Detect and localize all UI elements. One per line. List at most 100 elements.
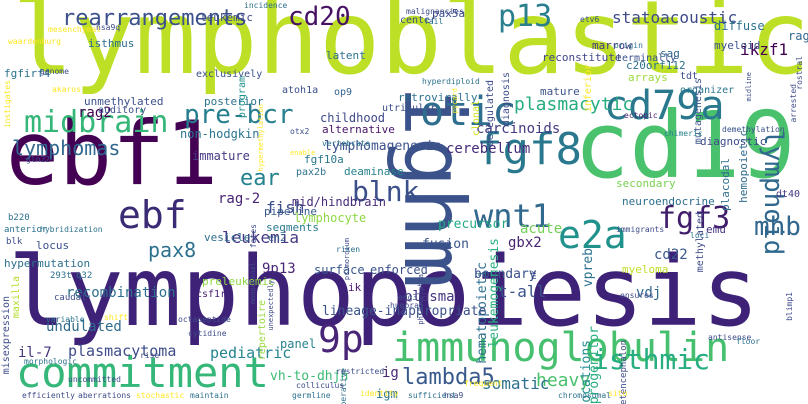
word: organizer	[680, 85, 735, 96]
word: somatic	[482, 374, 550, 393]
word: vpreb	[581, 248, 596, 288]
word: fusion	[422, 237, 469, 252]
word: midline	[745, 72, 753, 102]
word: hsa9q	[96, 23, 121, 32]
word: variable	[46, 315, 85, 324]
word: lymphoblastic	[12, 0, 808, 98]
word: diffuse	[714, 19, 765, 33]
word: igm	[376, 387, 398, 401]
word: isthmic	[592, 343, 711, 376]
word: exclusively	[196, 69, 263, 80]
word: leukemogenesis	[487, 238, 502, 348]
word: recombination	[66, 285, 176, 301]
word: pycard	[451, 88, 459, 114]
word: heavy	[536, 370, 591, 391]
word: cd79a	[604, 83, 725, 129]
word: maxilla	[11, 276, 22, 319]
word: ikzf1	[740, 40, 789, 59]
word: precursor	[438, 217, 509, 232]
word: rag-2	[218, 191, 261, 207]
word: stochastic	[136, 391, 185, 400]
word: caudal	[54, 293, 87, 303]
word: wnt1	[474, 197, 552, 235]
word: vesicle	[204, 231, 251, 244]
word: mature	[540, 85, 580, 98]
word: plasmacytic	[514, 94, 634, 115]
word: panel	[280, 337, 317, 351]
word: mhb	[754, 212, 801, 242]
word: en2	[268, 233, 287, 244]
word: boundary	[474, 267, 537, 282]
word: auditory	[98, 105, 147, 116]
word: primordium	[343, 238, 351, 281]
word: fgf8	[476, 124, 582, 175]
word: lymphomagenesis	[324, 139, 442, 154]
word: clonal	[471, 100, 482, 137]
word: aberrations	[78, 391, 131, 400]
word: misexpression	[1, 296, 12, 375]
word: diagnosis	[501, 72, 512, 127]
word: immigrants	[616, 225, 665, 234]
word: emu	[706, 223, 726, 236]
word: e2a	[558, 213, 627, 257]
word: lineage-inappropriate	[322, 304, 487, 319]
word: etv6	[580, 15, 600, 24]
word: methylated	[695, 212, 706, 273]
word: lymphopoiesis	[8, 236, 760, 348]
word: enable	[290, 149, 316, 157]
word: pax2b	[296, 167, 327, 178]
word: enforced	[370, 263, 428, 277]
word: program	[237, 76, 248, 119]
word: t-all	[498, 282, 547, 301]
word: loci	[690, 231, 710, 240]
word: immature	[192, 149, 250, 163]
word: ig	[382, 365, 399, 381]
word: inferior	[583, 64, 594, 113]
word: cytidine	[188, 329, 227, 338]
word: undulated	[46, 319, 122, 335]
word: rearrangements	[62, 6, 248, 31]
word: carcinoids	[476, 121, 561, 137]
word: malignancies	[406, 7, 464, 16]
word: diagnostic	[700, 135, 767, 148]
word: 293t	[50, 271, 72, 281]
word: arrested	[789, 84, 798, 123]
word: vh-to-dhjh	[270, 369, 349, 384]
word: hypermutation	[4, 257, 91, 270]
word: hybridization	[40, 225, 103, 234]
word: ik	[348, 281, 362, 294]
word: pax8	[148, 238, 197, 262]
word: childhood	[320, 111, 386, 125]
word: efficiently	[22, 391, 75, 400]
word: sag	[660, 47, 680, 60]
word: origin	[614, 41, 643, 50]
word: mesenchymal	[48, 25, 101, 34]
word: il-7	[18, 345, 52, 361]
word: colliculus	[296, 381, 345, 390]
word: demethylation	[722, 125, 785, 134]
word: rise	[140, 351, 160, 360]
word: humoral	[390, 301, 424, 310]
word: plasmacytoma	[68, 342, 177, 360]
word: c20orf112	[626, 59, 686, 72]
word: blnk	[352, 175, 420, 208]
word: myeloid	[714, 39, 761, 52]
word: posterior	[204, 95, 264, 108]
word: tdt	[680, 71, 699, 82]
word: ebf	[118, 193, 187, 237]
word: akaros	[52, 85, 81, 94]
word: dt40	[776, 189, 801, 200]
word: waardenburg	[8, 37, 61, 46]
word: placodal	[719, 158, 732, 211]
word: commitment	[16, 348, 269, 397]
word: non-hodgkin	[180, 127, 260, 141]
word: b220	[8, 213, 30, 223]
word: gbx2	[508, 235, 542, 251]
word: ear	[240, 166, 280, 191]
word: riken	[336, 245, 361, 254]
word: cd19	[574, 92, 796, 199]
word: pre-bcr	[184, 100, 294, 130]
word: gln22	[26, 155, 51, 164]
word: deregulated	[485, 80, 496, 147]
word: morphologic	[24, 357, 77, 366]
